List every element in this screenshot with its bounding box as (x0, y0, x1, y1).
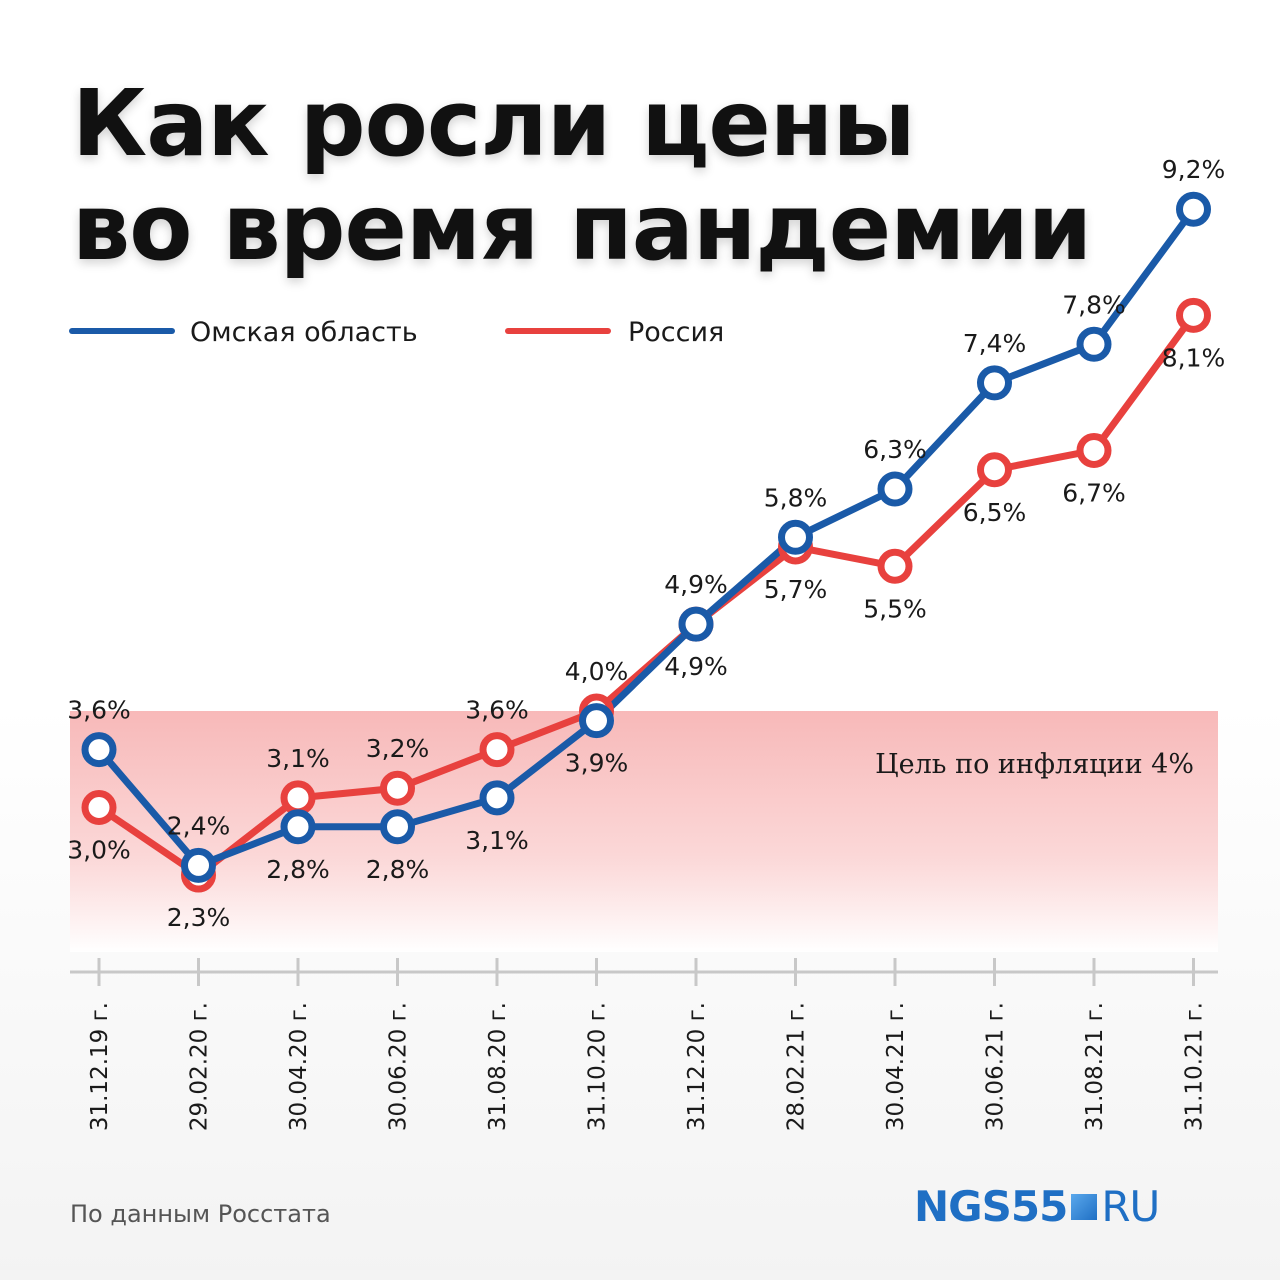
x-tick-label: 30.04.21 г. (883, 1002, 909, 1131)
data-label: 5,5% (863, 594, 927, 623)
data-label: 2,8% (366, 855, 430, 884)
x-tick-label: 31.12.19 г. (87, 1002, 113, 1131)
data-point (479, 780, 515, 816)
data-label: 3,1% (266, 744, 330, 773)
data-point (380, 770, 415, 806)
data-point (380, 809, 415, 845)
x-tick-label: 30.06.20 г. (386, 1002, 412, 1131)
legend-label: Омская область (190, 317, 418, 348)
data-label: 5,8% (764, 483, 828, 512)
data-point (81, 732, 117, 768)
data-label: 6,5% (963, 498, 1027, 527)
logo-text-ngs55: NGS55 (914, 1182, 1068, 1231)
data-point (1176, 297, 1211, 333)
x-tick-label: 29.02.20 г. (187, 1002, 213, 1131)
data-label: 2,4% (167, 811, 231, 840)
data-label: 8,1% (1162, 343, 1226, 372)
data-label: 7,8% (1062, 290, 1126, 319)
data-label: 3,9% (565, 749, 629, 778)
data-label: 7,4% (963, 329, 1027, 358)
data-point (81, 790, 117, 825)
data-label: 6,7% (1062, 478, 1126, 507)
logo-text-ru: RU (1101, 1182, 1160, 1231)
data-label: 3,1% (465, 826, 529, 855)
inflation-target-band (70, 711, 1218, 952)
x-tick-label: 31.12.20 г. (684, 1002, 710, 1131)
x-tick-label: 28.02.21 г. (784, 1002, 810, 1131)
data-label: 6,3% (863, 435, 927, 464)
data-label: 2,8% (266, 855, 330, 884)
data-label: 3,6% (67, 696, 131, 725)
data-point (1176, 191, 1211, 227)
data-point (280, 780, 316, 816)
data-label: 3,2% (366, 734, 430, 763)
ngs55-logo: NGS55 RU (914, 1182, 1160, 1232)
data-label: 9,2% (1162, 155, 1226, 184)
x-tick-label: 31.08.20 г. (485, 1002, 511, 1131)
data-label: 4,0% (565, 657, 629, 686)
data-point (678, 606, 714, 642)
chart-title-line-2: во время пандемии (72, 174, 1092, 281)
x-tick-label: 30.04.20 г. (286, 1002, 312, 1131)
data-point (479, 732, 515, 768)
data-point (280, 809, 316, 845)
x-tick-label: 31.10.20 г. (585, 1002, 611, 1131)
chart-title: Как росли цены во время пандемии (72, 70, 1092, 281)
data-point (579, 703, 614, 739)
x-tick-label: 31.08.21 г. (1082, 1002, 1108, 1131)
logo-square-icon (1071, 1194, 1098, 1220)
data-point (977, 365, 1012, 401)
data-point (181, 847, 216, 883)
data-point (778, 519, 813, 555)
source-note: По данным Росстата (70, 1200, 331, 1228)
data-label: 3,6% (465, 696, 529, 725)
x-tick-label: 31.10.21 г. (1182, 1002, 1208, 1131)
data-point (1076, 432, 1112, 468)
data-label: 5,7% (764, 575, 828, 604)
data-label: 2,3% (167, 903, 231, 932)
data-point (877, 471, 913, 507)
inflation-target-label: Цель по инфляции 4% (875, 749, 1194, 780)
x-tick-label: 30.06.21 г. (983, 1002, 1009, 1131)
series-line (95, 205, 1197, 869)
data-point (977, 452, 1012, 488)
chart-title-line-1: Как росли цены (72, 70, 916, 177)
data-label: 3,0% (67, 836, 131, 865)
legend-label: Россия (628, 317, 724, 348)
data-point (877, 548, 913, 584)
data-label: 4,9% (664, 652, 728, 681)
data-point (1076, 326, 1112, 362)
data-label: 4,9% (664, 570, 728, 599)
